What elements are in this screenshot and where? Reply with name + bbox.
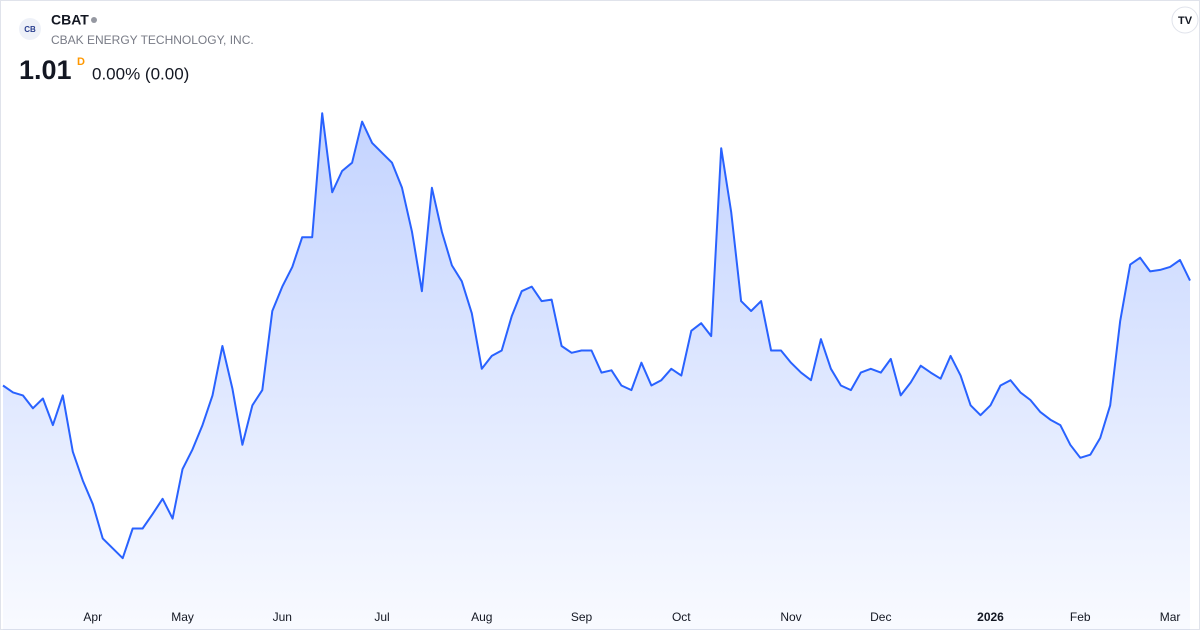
tv-logo-mark: TV xyxy=(1178,15,1193,27)
x-tick-label: Sep xyxy=(571,610,593,624)
x-tick-label: Oct xyxy=(672,610,691,624)
company: CBAK ENERGY TECHNOLOGY, INC. xyxy=(51,33,254,47)
symbol: CBAT xyxy=(51,12,89,28)
x-tick-label: Nov xyxy=(780,610,801,624)
x-tick-label: Jul xyxy=(374,610,389,624)
status-dot xyxy=(91,17,97,23)
x-tick-label: May xyxy=(171,610,194,624)
area-fill xyxy=(3,113,1190,630)
x-tick-label: 2026 xyxy=(977,610,1004,624)
logo xyxy=(19,18,41,40)
tv-logo[interactable] xyxy=(1171,6,1199,34)
price-line xyxy=(2,112,1191,560)
interval: D xyxy=(77,56,85,68)
x-tick-label: Apr xyxy=(83,610,102,624)
change: 0.00% (0.00) xyxy=(92,64,189,83)
x-tick-label: Jun xyxy=(273,610,292,624)
logo-mark: CB xyxy=(24,25,36,34)
x-tick-label: Mar xyxy=(1160,610,1181,624)
x-tick-label: Aug xyxy=(471,610,492,624)
price: 1.01 xyxy=(19,55,72,85)
x-tick-label: Dec xyxy=(870,610,891,624)
x-tick-label: Feb xyxy=(1070,610,1091,624)
